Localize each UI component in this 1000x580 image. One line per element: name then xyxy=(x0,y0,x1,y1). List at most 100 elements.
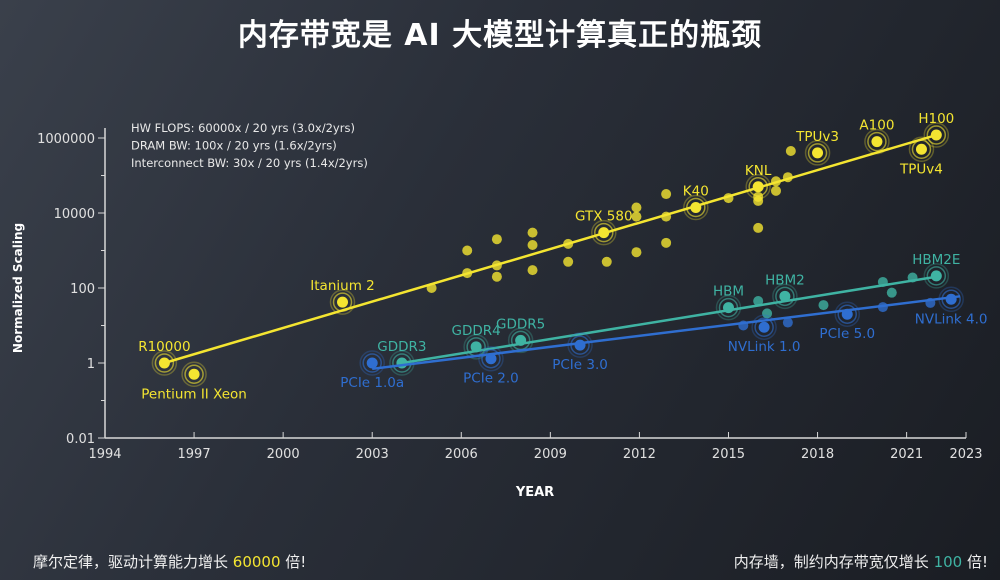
hw_flops-halo-outer xyxy=(329,289,356,315)
interconnect_bw-point xyxy=(738,320,749,331)
interconnect_bw-point xyxy=(758,321,770,333)
hw_flops-point xyxy=(661,189,672,200)
x-tick-label: 2000 xyxy=(267,447,300,462)
hw_flops-point-label: R10000 xyxy=(138,339,190,355)
hw_flops-point xyxy=(426,283,437,293)
hw_flops-point xyxy=(491,271,502,282)
interconnect_bw-point xyxy=(574,339,586,351)
interconnect_bw-halo-outer xyxy=(751,314,777,340)
x-tick-label: 2012 xyxy=(623,447,656,462)
interconnect_bw-point xyxy=(925,297,936,308)
footer-right-value: 100 xyxy=(933,553,963,571)
annotation: HW FLOPS: 60000x / 20 yrs (3.0x/2yrs) xyxy=(131,121,355,135)
hw_flops-point xyxy=(915,143,927,155)
hw_flops-halo-outer xyxy=(923,122,950,148)
hw_flops-point xyxy=(563,238,574,249)
hw_flops-point xyxy=(753,222,764,233)
hw_flops-point xyxy=(812,147,824,159)
footer-right: 内存墙，制约内存带宽仅增长 100 倍! xyxy=(734,551,988,572)
interconnect_bw-point xyxy=(782,317,793,328)
hw_flops-halo-inner xyxy=(911,139,932,160)
hw_flops-halo-inner xyxy=(807,143,828,163)
interconnect_bw-halo-inner xyxy=(481,348,501,369)
dram_bw-halo-outer xyxy=(923,263,950,289)
x-tick-label: 2021 xyxy=(890,447,923,462)
hw_flops-point xyxy=(690,202,702,214)
hw_flops-point xyxy=(782,172,793,183)
dram_bw-point-label: HBM xyxy=(713,284,744,300)
hw_flops-point-label: Pentium II Xeon xyxy=(141,386,247,402)
hw_flops-point xyxy=(930,129,942,141)
hw_flops-halo-outer xyxy=(683,194,709,221)
hw_flops-point xyxy=(785,146,796,157)
hw_flops-halo-inner xyxy=(332,292,353,312)
hw_flops-halo-outer xyxy=(151,350,178,376)
hw_flops-halo-inner xyxy=(926,125,947,145)
x-tick-label: 1994 xyxy=(88,447,121,462)
dram_bw-point xyxy=(779,290,791,302)
hw_flops-point xyxy=(462,268,473,279)
hw_flops-point xyxy=(770,176,781,187)
dram_bw-point-label: HBM2E xyxy=(912,252,960,268)
dram_bw-point xyxy=(722,302,734,314)
interconnect_bw-point-label: NVLink 4.0 xyxy=(915,311,988,327)
dram_bw-point-label: GDDR5 xyxy=(496,316,545,332)
hw_flops-point xyxy=(527,265,538,276)
hw_flops-point-label: GTX 580 xyxy=(575,209,633,225)
hw_flops-halo-inner xyxy=(594,222,614,243)
hw_flops-point xyxy=(631,211,642,222)
y-tick-label: 100 xyxy=(70,282,95,297)
footer-right-suffix: 倍! xyxy=(962,553,988,571)
interconnect_bw-point xyxy=(841,308,853,320)
footer-left-text: 摩尔定律，驱动计算能力增长 xyxy=(33,553,233,571)
interconnect_bw-point-label: PCIe 1.0a xyxy=(340,375,404,391)
hw_flops-point xyxy=(752,181,764,193)
interconnect_bw-halo-inner xyxy=(754,317,774,337)
hw_flops-point-label: A100 xyxy=(859,118,894,134)
x-axis-label: YEAR xyxy=(515,485,554,500)
hw_flops-halo-inner xyxy=(154,353,175,373)
hw_flops-point-label: H100 xyxy=(918,111,954,127)
footer-right-text: 内存墙，制约内存带宽仅增长 xyxy=(733,553,934,571)
interconnect_bw-halo-inner xyxy=(941,289,961,310)
hw_flops-point xyxy=(527,227,538,238)
hw_flops-point xyxy=(527,240,538,251)
hw_flops-halo-outer xyxy=(804,140,831,166)
hw_flops-halo-outer xyxy=(181,361,207,388)
hw_flops-point xyxy=(661,211,672,222)
dram_bw-halo-inner xyxy=(926,266,947,286)
interconnect_bw-point xyxy=(366,357,378,369)
x-tick-label: 2006 xyxy=(445,447,478,462)
dram_bw-trend-line xyxy=(401,275,937,365)
interconnect_bw-trend-line xyxy=(372,295,961,371)
hw_flops-trend-line xyxy=(164,133,937,365)
hw_flops-halo-outer xyxy=(908,136,935,163)
y-tick-label: 10000 xyxy=(54,207,95,222)
dram_bw-point xyxy=(930,270,942,282)
hw_flops-point xyxy=(188,368,200,380)
hw_flops-point xyxy=(631,202,642,213)
interconnect_bw-halo-outer xyxy=(938,286,964,313)
hw_flops-point-label: Itanium 2 xyxy=(310,278,374,294)
hw_flops-halo-outer xyxy=(864,128,890,155)
interconnect_bw-point-label: PCIe 5.0 xyxy=(819,326,875,342)
dram_bw-halo-outer xyxy=(463,334,489,360)
annotation: Interconnect BW: 30x / 20 yrs (1.4x/2yrs… xyxy=(131,156,368,170)
x-tick-label: 1997 xyxy=(178,447,211,462)
hw_flops-halo-outer xyxy=(591,219,617,246)
interconnect_bw-halo-inner xyxy=(362,353,382,373)
hw_flops-point-label: TPUv4 xyxy=(899,161,943,177)
dram_bw-point xyxy=(907,272,918,283)
interconnect_bw-halo-outer xyxy=(567,332,593,358)
dram_bw-point xyxy=(877,276,888,287)
x-tick-label: 2023 xyxy=(949,447,982,462)
interconnect_bw-point xyxy=(485,353,497,365)
y-tick-label: 1000000 xyxy=(37,132,95,147)
hw_flops-point xyxy=(563,256,574,267)
hw_flops-point xyxy=(158,357,170,369)
hw_flops-point xyxy=(871,136,883,148)
hw_flops-point xyxy=(491,260,502,271)
y-tick-label: 1 xyxy=(87,357,95,372)
interconnect_bw-halo-outer xyxy=(359,350,385,376)
